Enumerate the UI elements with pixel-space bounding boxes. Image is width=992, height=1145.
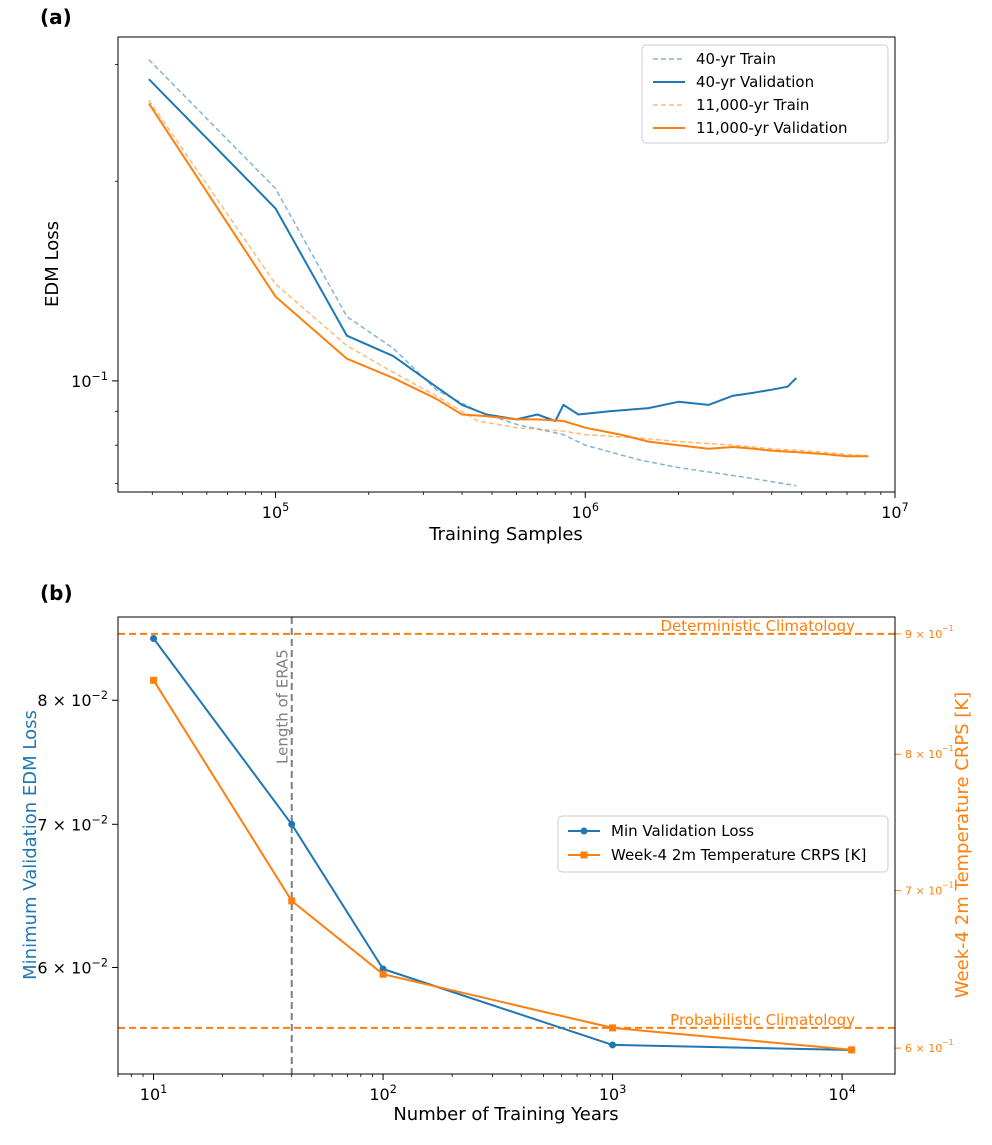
panel-b-label: (b) bbox=[40, 581, 73, 605]
legend-label-crps: Week-4 2m Temperature CRPS [K] bbox=[611, 846, 866, 864]
y-left-tick-label: 8 × 10−2 bbox=[37, 689, 108, 710]
legend-frame bbox=[641, 44, 889, 144]
x-tick-label: 107 bbox=[881, 501, 908, 522]
data-point-circle bbox=[150, 634, 158, 642]
panel-b-axes-frame bbox=[117, 616, 896, 1075]
legend-label-40yr-validation: 40-yr Validation bbox=[696, 73, 814, 91]
x-tick-label: 102 bbox=[369, 1083, 396, 1104]
x-tick-label: 103 bbox=[599, 1083, 626, 1104]
series-line-40-yr-validation bbox=[148, 78, 798, 422]
legend-label-11000yr-validation: 11,000-yr Validation bbox=[696, 119, 848, 137]
y-right-tick-label: 8 × 10−1 bbox=[905, 744, 954, 761]
panel-a-axes-frame bbox=[117, 36, 896, 493]
panel-b-ylabel-left: Minimum Validation EDM Loss bbox=[20, 710, 41, 980]
x-tick-label: 104 bbox=[828, 1083, 855, 1104]
x-tick-label: 106 bbox=[572, 501, 599, 522]
y-left-tick-label: 7 × 10−2 bbox=[37, 813, 108, 834]
data-point-square bbox=[848, 1046, 856, 1054]
panel-a-ylabel: EDM Loss bbox=[42, 221, 63, 307]
x-tick-label: 101 bbox=[140, 1083, 167, 1104]
legend-label-11000yr-train: 11,000-yr Train bbox=[696, 96, 809, 114]
series-line-11-000-yr-validation bbox=[148, 102, 869, 458]
panel-b-ylabel-right: Week-4 2m Temperature CRPS [K] bbox=[952, 692, 973, 998]
climatology-label-0: Deterministic Climatology bbox=[660, 617, 855, 635]
data-point-circle bbox=[609, 1041, 617, 1049]
x-tick-label: 105 bbox=[262, 501, 289, 522]
panel-b: (b) 101 102 103 104 6 × 10−2 7 × 10−2 8 × 10−2… bbox=[20, 581, 973, 1125]
data-point-square bbox=[609, 1024, 617, 1032]
panel-a-legend: 40-yr Train 40-yr Validation 11,000-yr T… bbox=[641, 44, 889, 144]
data-point-square bbox=[150, 676, 158, 684]
panel-a-xlabel: Training Samples bbox=[428, 524, 583, 545]
legend-marker-square bbox=[580, 851, 588, 859]
y-right-tick-label: 6 × 10−1 bbox=[905, 1038, 954, 1055]
y-right-tick-label: 9 × 10−1 bbox=[905, 624, 954, 641]
y-tick-label: 10−1 bbox=[71, 370, 108, 391]
panel-b-xlabel: Number of Training Years bbox=[393, 1104, 618, 1125]
era5-length-label: Length of ERA5 bbox=[274, 649, 292, 764]
legend-label-min-validation-loss: Min Validation Loss bbox=[611, 822, 754, 840]
data-point-circle bbox=[288, 820, 296, 828]
panel-b-legend: Min Validation Loss Week-4 2m Temperatur… bbox=[557, 815, 889, 873]
panel-a: (a) 105 106 107 10−1 Training Samples EDM L… bbox=[40, 5, 909, 545]
legend-frame-b bbox=[557, 815, 889, 873]
series-line-11-000-yr-train bbox=[148, 99, 869, 457]
climatology-label-1: Probabilistic Climatology bbox=[670, 1011, 855, 1029]
data-point-square bbox=[288, 897, 296, 905]
panel-a-label: (a) bbox=[40, 5, 72, 29]
legend-marker-circle bbox=[580, 827, 588, 835]
legend-label-40yr-train: 40-yr Train bbox=[696, 50, 776, 68]
data-point-square bbox=[379, 970, 387, 978]
y-left-tick-label: 6 × 10−2 bbox=[37, 956, 108, 977]
y-right-tick-label: 7 × 10−1 bbox=[905, 881, 954, 898]
